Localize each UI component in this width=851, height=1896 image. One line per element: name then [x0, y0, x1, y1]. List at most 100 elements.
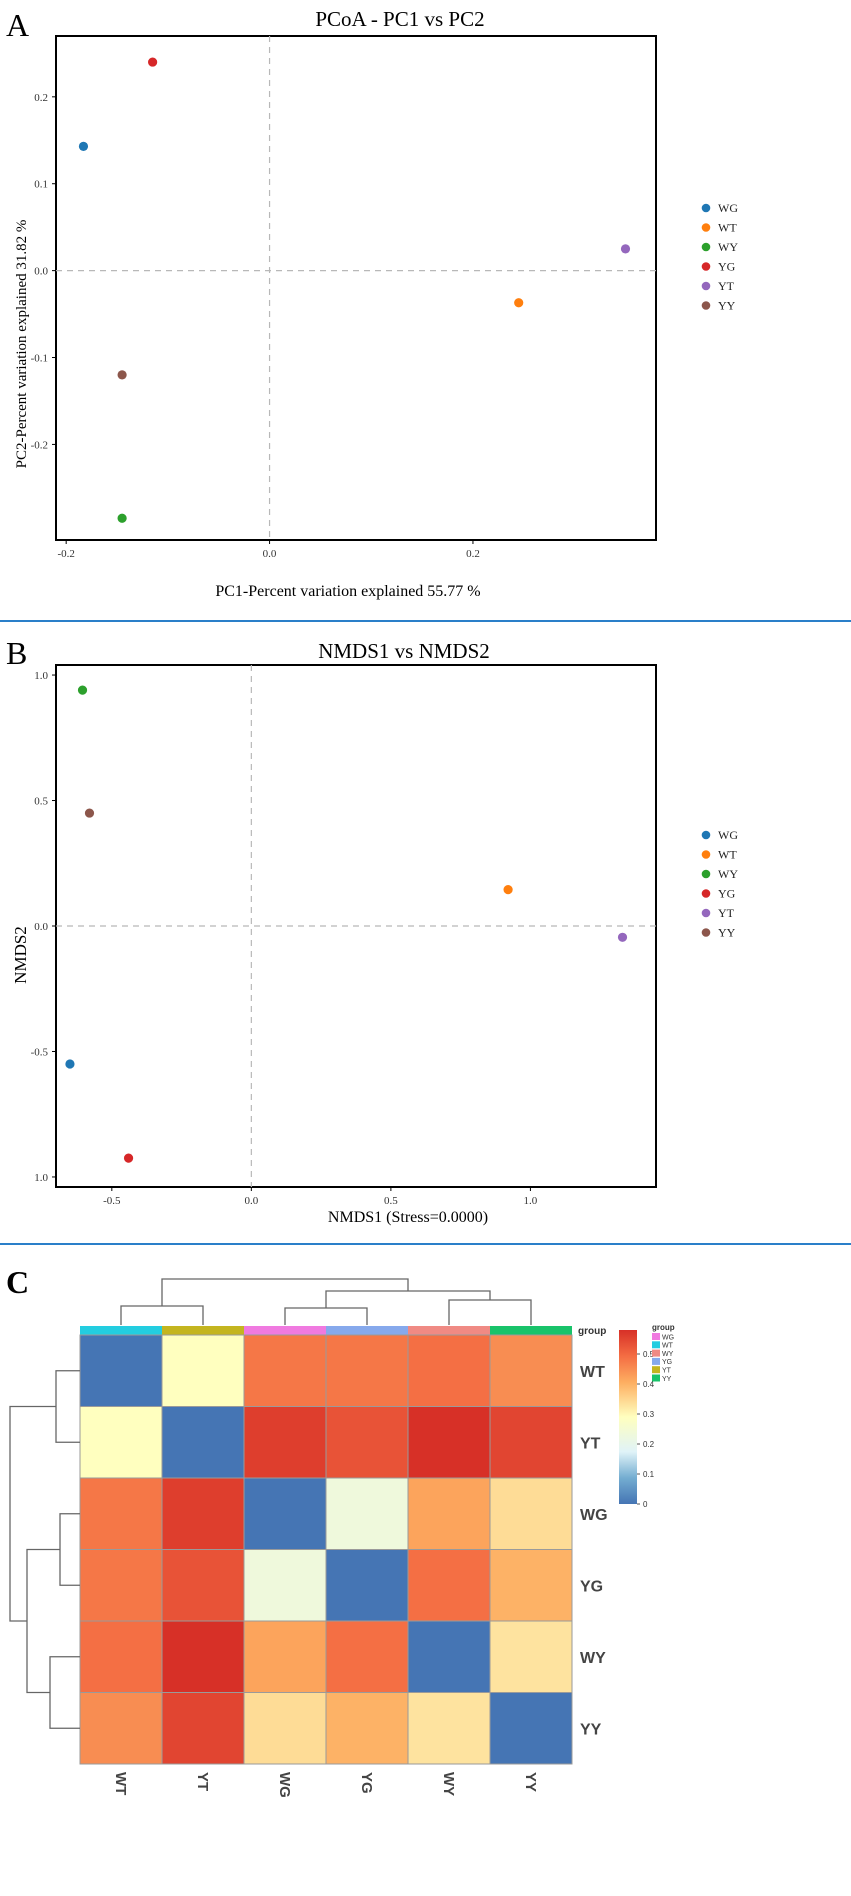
heatmap-column-label-yg: YG — [358, 1772, 375, 1794]
column-dendrogram-wt-yt — [120, 1305, 204, 1325]
nmds-legend-label-wt: WT — [718, 848, 737, 862]
heatmap-cell-wy-yt — [161, 1620, 245, 1693]
nmds-x-tick-label: 1.0 — [524, 1195, 538, 1207]
group-legend-label-yg: YG — [662, 1359, 672, 1366]
heatmap-cell-wy-yy — [489, 1620, 573, 1693]
panel-b-letter: B — [6, 635, 27, 671]
heatmap-cell-wg-wy — [407, 1477, 491, 1550]
heatmap-cell-yt-yg — [325, 1406, 409, 1479]
group-legend-swatch-yt — [652, 1366, 660, 1374]
colorbar — [619, 1330, 637, 1504]
nmds-legend-label-yy: YY — [718, 926, 736, 940]
pcoa-legend-label-yt: YT — [718, 279, 735, 293]
pcoa-point-yt — [620, 244, 631, 254]
heatmap-cell-wy-wg — [243, 1620, 327, 1693]
heatmap-cell-yy-yt — [161, 1692, 245, 1765]
heatmap-cell-yg-yy — [489, 1549, 573, 1622]
nmds-legend-marker-yt — [701, 908, 711, 918]
group-legend-label-wt: WT — [662, 1343, 674, 1350]
heatmap-cell-wt-yy — [489, 1334, 573, 1407]
nmds-y-axis-label: NMDS2 — [11, 926, 30, 984]
pcoa-x-axis-label: PC1-Percent variation explained 55.77 % — [215, 583, 480, 600]
pcoa-y-tick-label: 0.1 — [34, 179, 48, 191]
heatmap-row-label-wy: WY — [580, 1650, 606, 1667]
heatmap-cell-yt-wg — [243, 1406, 327, 1479]
heatmap-cell-wt-wy — [407, 1334, 491, 1407]
group-bar-yg — [326, 1326, 408, 1335]
group-legend-swatch-wg — [652, 1333, 660, 1340]
nmds-point-wt — [503, 885, 513, 895]
group-legend-title: group — [652, 1323, 675, 1332]
heatmap-row-label-yg: YG — [580, 1578, 603, 1595]
heatmap-column-label-yt: YT — [194, 1772, 211, 1791]
colorbar-tick-label: 0.2 — [643, 1440, 655, 1449]
heatmap-cell-yy-wg — [243, 1692, 327, 1765]
nmds-x-tick-label: -0.5 — [103, 1195, 121, 1207]
row-dendrogram-wg-yg — [59, 1513, 80, 1586]
nmds-title: NMDS1 vs NMDS2 — [318, 639, 490, 663]
nmds-x-axis-label: NMDS1 (Stress=0.0000) — [328, 1209, 488, 1226]
nmds-point-yt — [617, 932, 628, 942]
nmds-point-yy — [84, 808, 95, 818]
row-dendrogram-wt-yt — [55, 1370, 80, 1443]
row-dendrogram-lower-cluster — [26, 1548, 60, 1694]
panel-a-letter: A — [6, 7, 29, 43]
heatmap-cell-yy-yg — [325, 1692, 409, 1765]
heatmap-cell-wy-wy — [407, 1620, 491, 1693]
pcoa-plot-frame — [55, 35, 657, 541]
panel-c-letter: C — [6, 1264, 29, 1300]
pcoa-y-tick-label: 0.2 — [34, 92, 48, 104]
heatmap-row-label-wg: WG — [580, 1507, 608, 1524]
heatmap-row-label-wt: WT — [580, 1364, 605, 1381]
pcoa-x-tick-label: 0.2 — [466, 548, 480, 560]
heatmap-row-label-yy: YY — [580, 1721, 602, 1738]
colorbar-tick-label: 0.3 — [643, 1410, 655, 1419]
pcoa-y-axis-label: PC2-Percent variation explained 31.82 % — [14, 220, 30, 469]
group-legend-label-yt: YT — [662, 1368, 672, 1375]
heatmap-cell-wt-wt — [79, 1334, 163, 1407]
group-legend-label-wy: WY — [662, 1351, 674, 1358]
pcoa-legend-marker-wy — [701, 242, 711, 252]
heatmap-cell-wt-yg — [325, 1334, 409, 1407]
column-dendrogram-root — [161, 1278, 409, 1306]
pcoa-legend: WG WT WY YG YT YY — [701, 201, 738, 313]
pcoa-legend-label-yy: YY — [718, 299, 736, 313]
heatmap-cell-yg-yt — [161, 1549, 245, 1622]
nmds-point-yg — [123, 1153, 134, 1163]
nmds-legend-marker-yg — [701, 889, 711, 898]
row-dendrogram-wy-yy — [49, 1656, 80, 1729]
nmds-legend-marker-wg — [701, 830, 711, 840]
group-legend-swatch-yy — [652, 1374, 660, 1382]
nmds-point-wy — [77, 685, 88, 695]
pcoa-x-tick-label: 0.0 — [263, 548, 277, 560]
heatmap-cell-yg-yg — [325, 1549, 409, 1622]
nmds-x-tick-label: 0.0 — [244, 1195, 258, 1207]
group-bar-label: group — [578, 1326, 606, 1337]
pcoa-legend-label-wg: WG — [718, 201, 738, 215]
pcoa-x-tick-label: -0.2 — [57, 548, 74, 560]
group-legend-label-wg: WG — [662, 1334, 674, 1341]
pcoa-point-wy — [117, 513, 127, 523]
row-dendrogram-root — [9, 1405, 56, 1622]
heatmap-cell-yg-wy — [407, 1549, 491, 1622]
panel-b-nmds: B NMDS1 vs NMDS2 -0.5 0.0 0.5 1.0 1.0 -0.5 0.0… — [6, 635, 738, 1226]
heatmap-cell-yg-wg — [243, 1549, 327, 1622]
colorbar-tick-label: 0 — [643, 1500, 648, 1509]
heatmap-cell-yt-yy — [489, 1406, 573, 1479]
heatmap-cell-yy-wy — [407, 1692, 491, 1765]
heatmap-cell-yt-wt — [79, 1406, 163, 1479]
nmds-y-tick-label: -0.5 — [31, 1046, 49, 1058]
heatmap-cell-wg-yt — [161, 1477, 245, 1550]
nmds-point-wg — [65, 1059, 75, 1069]
nmds-legend-label-yg: YG — [718, 887, 736, 901]
heatmap-row-label-yt: YT — [580, 1435, 601, 1452]
group-legend-swatch-wy — [652, 1349, 660, 1357]
nmds-legend-label-wg: WG — [718, 828, 738, 842]
nmds-legend: WG WT WY YG YT YY — [701, 828, 738, 940]
heatmap-cell-yt-yt — [161, 1406, 245, 1479]
pcoa-y-tick-label: -0.2 — [31, 439, 48, 451]
group-bar-wg — [244, 1326, 326, 1335]
heatmap-cell-wt-wg — [243, 1334, 327, 1407]
pcoa-legend-label-wy: WY — [718, 240, 738, 254]
